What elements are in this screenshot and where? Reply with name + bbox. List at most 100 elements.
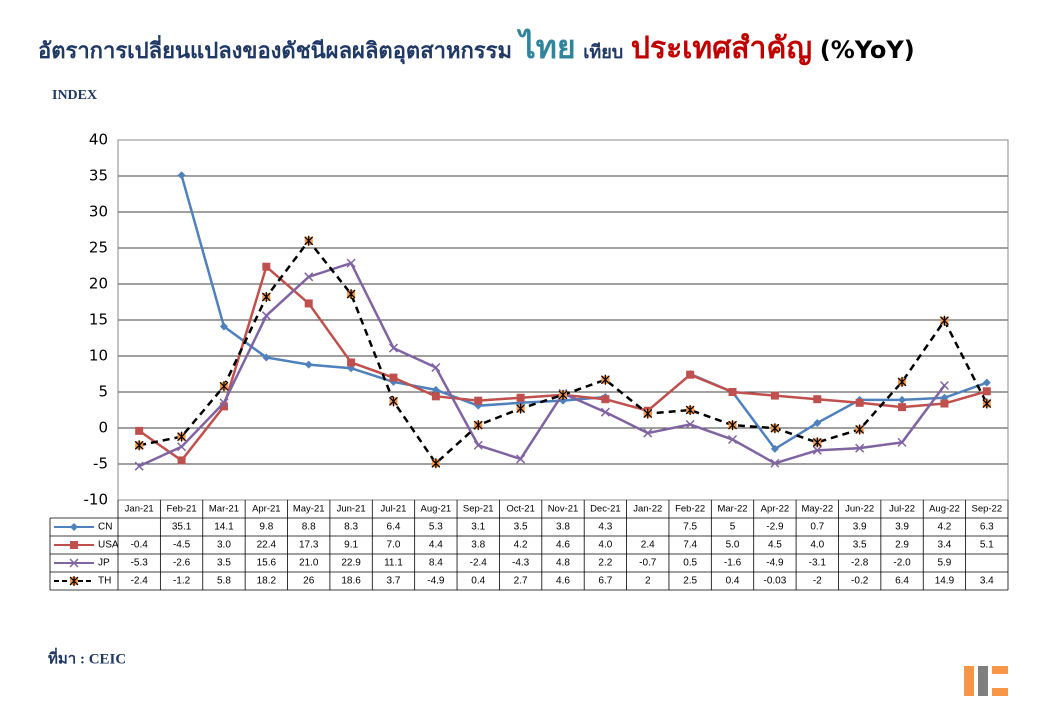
table-value: 5.8 bbox=[217, 576, 231, 587]
marker-cross bbox=[346, 289, 356, 300]
table-value: 4.2 bbox=[937, 522, 951, 533]
y-tick-label: 40 bbox=[89, 131, 108, 149]
table-value: 22.9 bbox=[341, 558, 361, 569]
marker bbox=[431, 392, 440, 401]
table-value: 3.0 bbox=[217, 540, 231, 551]
table-value: 17.3 bbox=[299, 540, 319, 551]
marker bbox=[812, 437, 822, 448]
marker bbox=[389, 373, 398, 382]
table-value: 7.4 bbox=[683, 540, 697, 551]
table-value: 0.4 bbox=[471, 576, 485, 587]
legend-label: JP bbox=[98, 558, 110, 569]
table-value: 3.8 bbox=[556, 522, 570, 533]
y-tick-label: -5 bbox=[93, 455, 108, 473]
y-tick-label: 25 bbox=[89, 239, 108, 257]
marker bbox=[812, 445, 822, 455]
table-value: 6.4 bbox=[895, 576, 909, 587]
legend-label: TH bbox=[98, 576, 111, 587]
table-value: 0.4 bbox=[726, 576, 740, 587]
marker bbox=[219, 398, 229, 408]
table-value: 35.1 bbox=[172, 522, 192, 533]
y-axis-label: INDEX bbox=[52, 88, 97, 103]
marker bbox=[516, 393, 525, 402]
marker bbox=[516, 454, 526, 464]
x-tick-label: May-21 bbox=[293, 504, 325, 515]
marker bbox=[347, 358, 356, 367]
table-value: -0.03 bbox=[764, 576, 787, 587]
legend-entry: CN bbox=[54, 522, 112, 533]
title-compare: เทียบ bbox=[583, 42, 624, 63]
table-value: -3.1 bbox=[809, 558, 827, 569]
table-value: 14.1 bbox=[214, 522, 234, 533]
table-value: 3.9 bbox=[853, 522, 867, 533]
marker bbox=[304, 272, 314, 282]
legend-entry: TH bbox=[54, 576, 111, 587]
x-tick-label: Sep-21 bbox=[463, 504, 494, 515]
marker bbox=[558, 389, 568, 400]
marker-cross bbox=[558, 389, 568, 400]
marker bbox=[855, 424, 865, 435]
table-value: 15.6 bbox=[257, 558, 277, 569]
marker bbox=[813, 395, 822, 404]
table-value: 3.8 bbox=[471, 540, 485, 551]
table-value: 22.4 bbox=[257, 540, 277, 551]
marker bbox=[262, 262, 271, 271]
table-value: 4.0 bbox=[810, 540, 824, 551]
table-value: 0.5 bbox=[683, 558, 697, 569]
table-value: 18.6 bbox=[341, 576, 361, 587]
marker bbox=[219, 322, 228, 331]
x-tick-label: Jan-22 bbox=[633, 504, 662, 515]
x-tick-label: Aug-21 bbox=[421, 504, 452, 515]
marker bbox=[304, 235, 314, 246]
marker bbox=[389, 396, 398, 407]
table-value: -0.4 bbox=[131, 540, 149, 551]
table-value: 2.4 bbox=[641, 540, 655, 551]
y-tick-label: 10 bbox=[89, 347, 108, 365]
table-value: 4.8 bbox=[556, 558, 570, 569]
table-value: -4.3 bbox=[512, 558, 530, 569]
marker bbox=[601, 395, 610, 404]
marker bbox=[516, 403, 526, 414]
y-tick-label: 30 bbox=[89, 203, 108, 221]
table-value: -0.7 bbox=[639, 558, 657, 569]
marker bbox=[898, 395, 907, 404]
marker-cross bbox=[982, 398, 992, 409]
table-value: 2.7 bbox=[514, 576, 528, 587]
table-value: -4.9 bbox=[427, 576, 445, 587]
table-value: 4.4 bbox=[429, 540, 443, 551]
marker bbox=[431, 458, 441, 469]
marker-cross bbox=[69, 576, 79, 586]
marker bbox=[261, 311, 271, 321]
marker-cross bbox=[855, 424, 865, 435]
marker bbox=[135, 426, 144, 435]
title-thai: ไทย bbox=[519, 28, 576, 66]
marker bbox=[473, 420, 483, 431]
source: ที่มา : CEIC bbox=[48, 647, 126, 667]
marker bbox=[70, 523, 78, 531]
marker bbox=[177, 442, 187, 452]
marker bbox=[261, 291, 271, 302]
x-tick-label: Apr-21 bbox=[252, 504, 281, 515]
marker-cross bbox=[643, 408, 653, 419]
table-value: 2.9 bbox=[895, 540, 909, 551]
marker-cross bbox=[219, 381, 229, 392]
marker-cross bbox=[812, 437, 822, 448]
table-value: -5.3 bbox=[131, 558, 149, 569]
marker bbox=[177, 456, 186, 465]
marker-cross bbox=[770, 423, 780, 434]
series bbox=[134, 235, 992, 469]
marker bbox=[134, 440, 144, 451]
x-tick-label: Jul-21 bbox=[381, 504, 407, 515]
marker bbox=[855, 443, 865, 453]
x-tick-label: Jun-21 bbox=[337, 504, 366, 515]
x-tick-label: Nov-21 bbox=[548, 504, 579, 515]
plot-border bbox=[117, 139, 1009, 501]
marker bbox=[600, 407, 610, 417]
x-tick-label: May-22 bbox=[801, 504, 833, 515]
marker bbox=[69, 558, 79, 568]
marker bbox=[897, 376, 907, 387]
table-value: -4.5 bbox=[173, 540, 191, 551]
table-value: 5 bbox=[730, 522, 736, 533]
table-value: 6.3 bbox=[980, 522, 994, 533]
table-value: 26 bbox=[303, 576, 315, 587]
